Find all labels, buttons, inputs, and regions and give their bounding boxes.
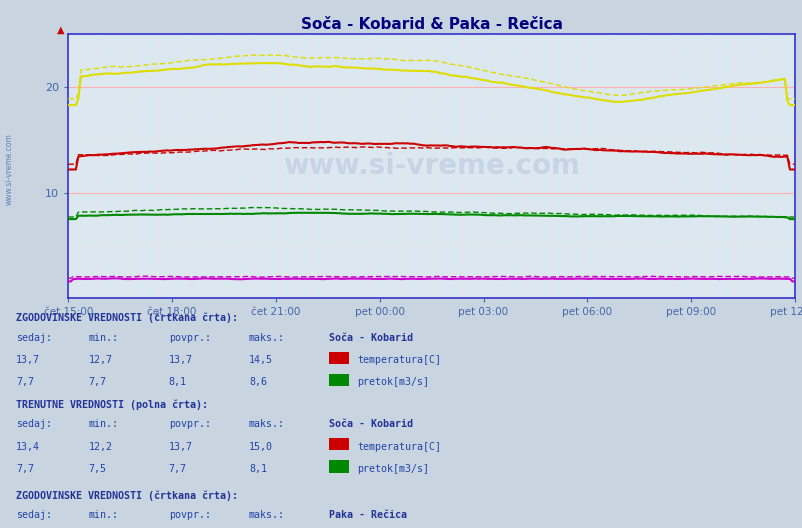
Text: sedaj:: sedaj: — [16, 419, 52, 429]
Text: Paka - Rečica: Paka - Rečica — [329, 510, 407, 520]
Text: ZGODOVINSKE VREDNOSTI (črtkana črta):: ZGODOVINSKE VREDNOSTI (črtkana črta): — [16, 313, 237, 323]
Text: 7,7: 7,7 — [168, 464, 186, 474]
Text: min.:: min.: — [88, 510, 118, 520]
Text: 15,0: 15,0 — [249, 441, 273, 451]
Text: 13,4: 13,4 — [16, 441, 40, 451]
Text: maks.:: maks.: — [249, 333, 285, 343]
Text: sedaj:: sedaj: — [16, 333, 52, 343]
Text: povpr.:: povpr.: — [168, 333, 210, 343]
Text: 12,2: 12,2 — [88, 441, 112, 451]
Text: ZGODOVINSKE VREDNOSTI (črtkana črta):: ZGODOVINSKE VREDNOSTI (črtkana črta): — [16, 491, 237, 501]
Text: www.si-vreme.com: www.si-vreme.com — [5, 133, 14, 205]
Text: 14,5: 14,5 — [249, 355, 273, 365]
Text: 8,1: 8,1 — [168, 377, 186, 387]
Text: 13,7: 13,7 — [168, 355, 192, 365]
Text: 7,7: 7,7 — [16, 377, 34, 387]
Bar — [329, 352, 349, 364]
Title: Soča - Kobarid & Paka - Rečica: Soča - Kobarid & Paka - Rečica — [300, 17, 562, 32]
Text: TRENUTNE VREDNOSTI (polna črta):: TRENUTNE VREDNOSTI (polna črta): — [16, 399, 208, 410]
Text: povpr.:: povpr.: — [168, 419, 210, 429]
Text: temperatura[C]: temperatura[C] — [357, 355, 441, 365]
Text: Soča - Kobarid: Soča - Kobarid — [329, 419, 413, 429]
Bar — [329, 460, 349, 473]
Text: pretok[m3/s]: pretok[m3/s] — [357, 464, 429, 474]
Text: 7,5: 7,5 — [88, 464, 106, 474]
Text: 7,7: 7,7 — [88, 377, 106, 387]
Text: 8,6: 8,6 — [249, 377, 266, 387]
Text: povpr.:: povpr.: — [168, 510, 210, 520]
Text: ▲: ▲ — [57, 24, 64, 34]
Text: 13,7: 13,7 — [16, 355, 40, 365]
Text: Soča - Kobarid: Soča - Kobarid — [329, 333, 413, 343]
Text: maks.:: maks.: — [249, 510, 285, 520]
Text: 12,7: 12,7 — [88, 355, 112, 365]
Bar — [329, 374, 349, 386]
Text: sedaj:: sedaj: — [16, 510, 52, 520]
Text: 8,1: 8,1 — [249, 464, 266, 474]
Text: pretok[m3/s]: pretok[m3/s] — [357, 377, 429, 387]
Text: 13,7: 13,7 — [168, 441, 192, 451]
Bar — [329, 438, 349, 450]
Text: www.si-vreme.com: www.si-vreme.com — [283, 152, 579, 181]
Text: min.:: min.: — [88, 333, 118, 343]
Text: 7,7: 7,7 — [16, 464, 34, 474]
Text: temperatura[C]: temperatura[C] — [357, 441, 441, 451]
Text: min.:: min.: — [88, 419, 118, 429]
Text: maks.:: maks.: — [249, 419, 285, 429]
